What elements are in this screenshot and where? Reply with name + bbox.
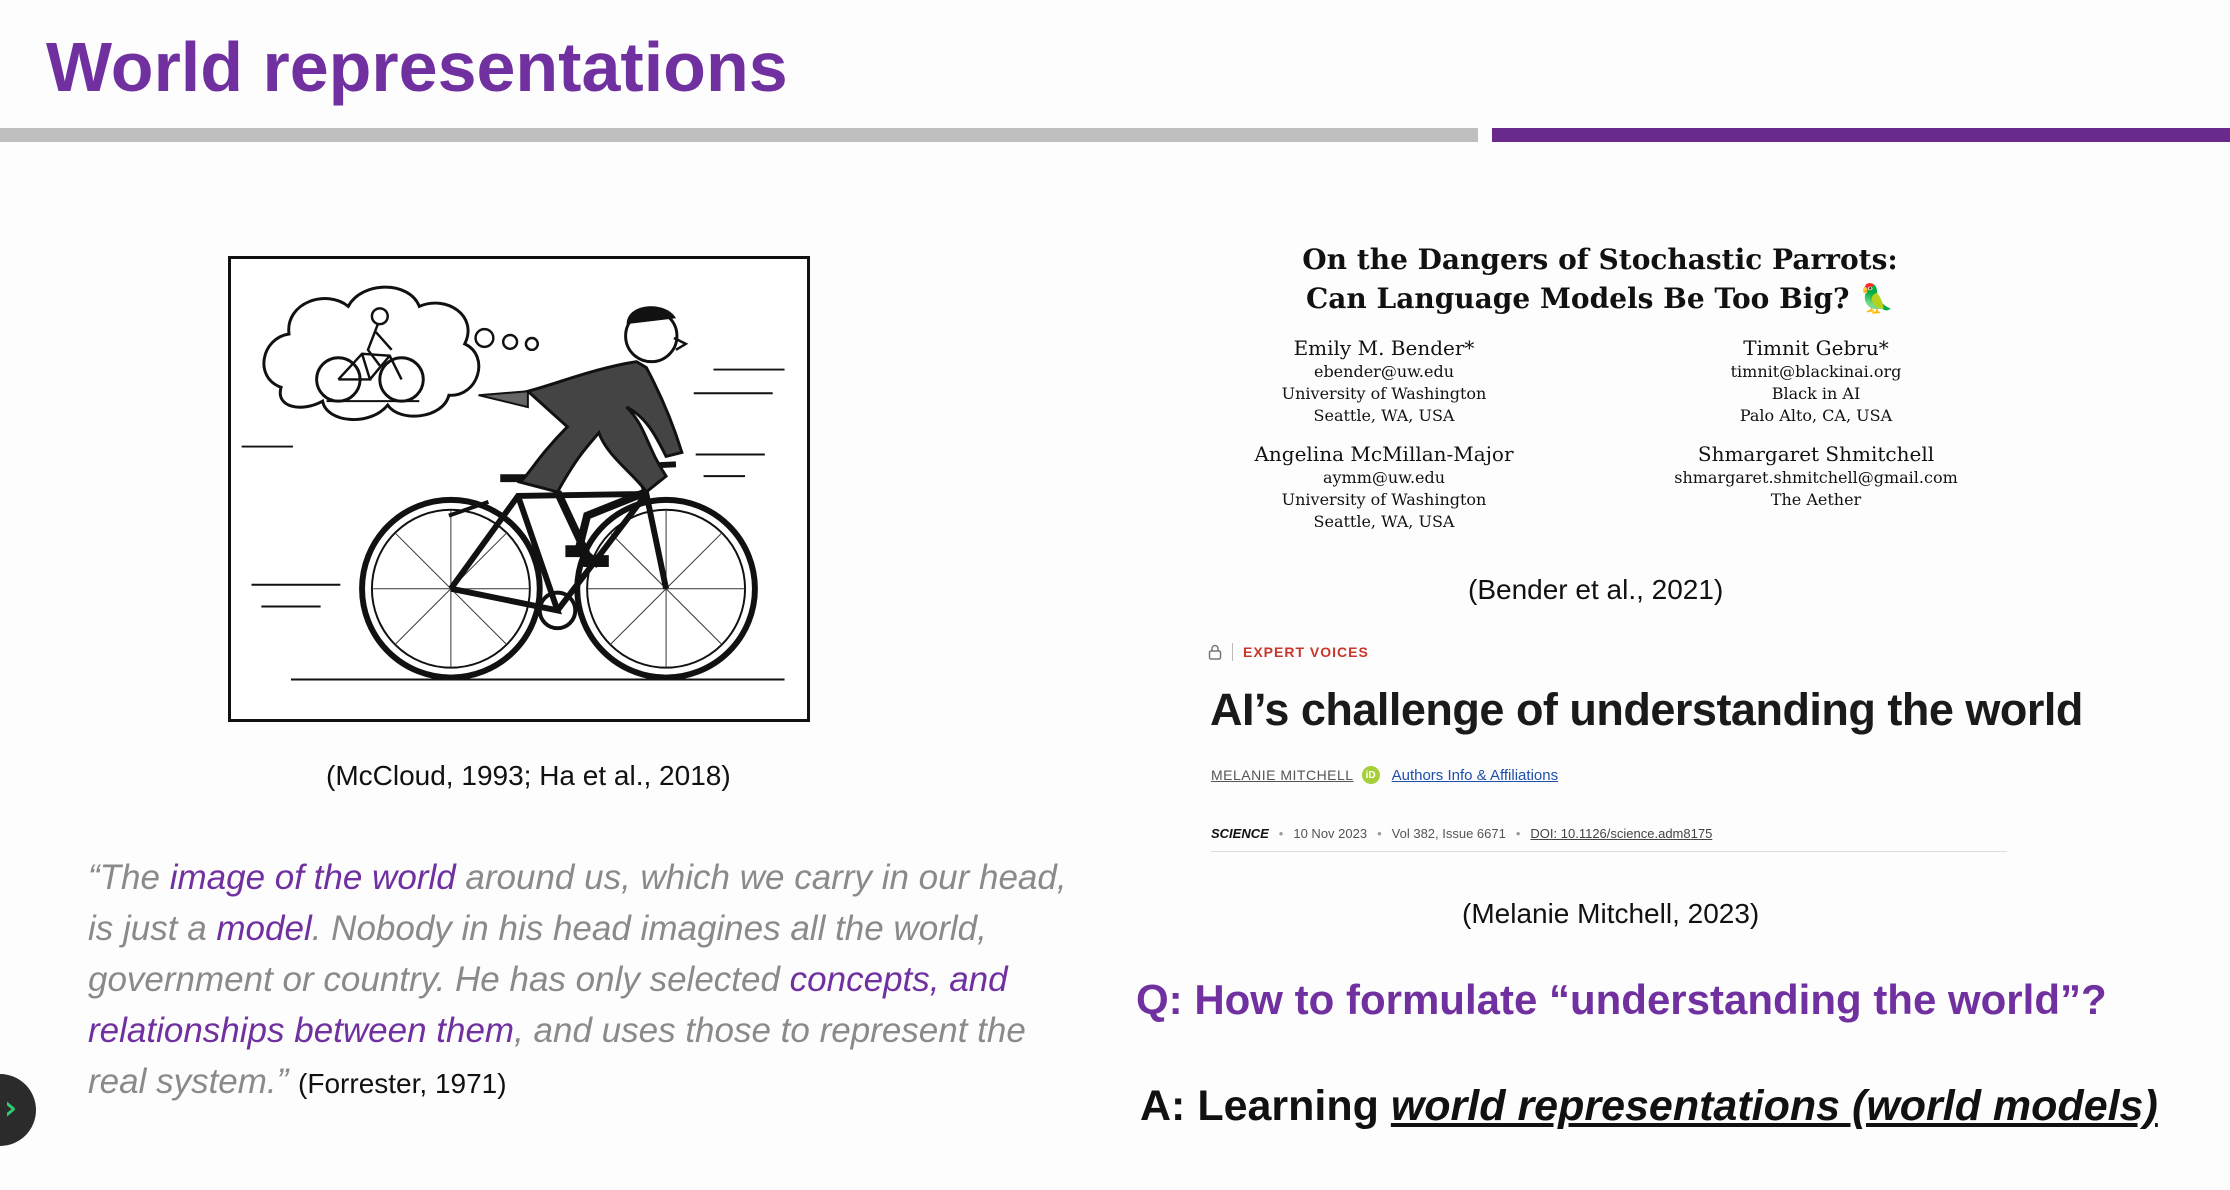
quote-text-4: , and uses those to represent the real s… (88, 1011, 1026, 1101)
quote-text-3: . Nobody in his head imagines all the wo… (88, 909, 987, 999)
slide-title: World representations (46, 28, 788, 106)
paper1-title-line2: Can Language Models Be Too Big? 🦜 (1306, 282, 1894, 315)
paper1-author-block: Timnit Gebru* timnit@blackinai.org Black… (1646, 336, 1986, 427)
author-affiliation: The Aether (1770, 490, 1862, 509)
volume-issue: Vol 382, Issue 6671 (1391, 826, 1506, 841)
author-affiliation: Black in AI (1771, 384, 1861, 403)
orcid-icon[interactable]: iD (1361, 766, 1380, 784)
author-location: Seattle, WA, USA (1313, 406, 1455, 425)
section-label-row: EXPERT VOICES (1208, 640, 1369, 664)
chevron-right-icon: › (0, 1088, 21, 1128)
title-divider-gray (0, 128, 1478, 142)
question-text: Q: How to formulate “understanding the w… (1136, 976, 2107, 1023)
author-affiliation: University of Washington (1281, 384, 1487, 403)
answer-emphasis: world representations (world models) (1390, 1082, 2158, 1130)
author-location: Seattle, WA, USA (1313, 512, 1455, 531)
paper1-title-line1: On the Dangers of Stochastic Parrots: (1302, 243, 1898, 276)
science-article-header: EXPERT VOICES AI’s challenge of understa… (1208, 636, 2083, 856)
paper1-author-block: Emily M. Bender* ebender@uw.edu Universi… (1214, 336, 1554, 427)
meta-separator: • (1377, 826, 1382, 841)
answer-text: A: Learning world representations (world… (1140, 1082, 2158, 1131)
author-email: ebender@uw.edu (1313, 362, 1455, 381)
section-label[interactable]: EXPERT VOICES (1243, 644, 1369, 660)
paper1-title: On the Dangers of Stochastic Parrots: Ca… (1190, 240, 2010, 318)
article-metadata-row: SCIENCE • 10 Nov 2023 • Vol 382, Issue 6… (1211, 826, 2007, 852)
quote-highlight-image-of-world: image of the world (169, 858, 456, 897)
lock-icon (1208, 644, 1222, 660)
meta-separator: • (1515, 826, 1521, 841)
author-location: Palo Alto, CA, USA (1739, 406, 1893, 425)
author-name: Emily M. Bender* (1293, 336, 1475, 360)
paper1-author-block: Shmargaret Shmitchell shmargaret.shmitch… (1646, 442, 1986, 511)
quote-text-open: “The (88, 858, 170, 897)
author-name: Angelina McMillan-Major (1254, 442, 1514, 466)
launcher-button[interactable]: › (0, 1074, 36, 1146)
quote-text-2: around us, which we carry in our head, i… (88, 858, 1067, 948)
publication-date: 10 Nov 2023 (1293, 826, 1368, 841)
stochastic-parrots-paper-header: On the Dangers of Stochastic Parrots: Ca… (1190, 240, 2010, 540)
author-email: shmargaret.shmitchell@gmail.com (1674, 468, 1958, 487)
author-affiliation: University of Washington (1281, 490, 1487, 509)
doi-link[interactable]: DOI: 10.1126/science.adm8175 (1530, 826, 1713, 841)
author-email: timnit@blackinai.org (1730, 362, 1902, 381)
quote-citation: (Forrester, 1971) (298, 1068, 507, 1099)
article-author-row: MELANIE MITCHELL iD Authors Info & Affil… (1211, 766, 1558, 784)
quote-highlight-concepts: concepts, and relationships between them (88, 960, 1008, 1050)
authors-info-link[interactable]: Authors Info & Affiliations (1391, 766, 1559, 784)
author-name: Shmargaret Shmitchell (1697, 442, 1935, 466)
author-link[interactable]: MELANIE MITCHELL (1211, 767, 1354, 783)
meta-separator: • (1278, 826, 1284, 841)
cyclist-comic-illustration (228, 256, 810, 722)
article-headline: AI’s challenge of understanding the worl… (1210, 684, 2083, 735)
author-name: Timnit Gebru* (1743, 336, 1889, 360)
paper1-caption: (Bender et al., 2021) (1468, 574, 1724, 605)
comic-caption: (McCloud, 1993; Ha et al., 2018) (326, 760, 731, 791)
section-divider (1232, 643, 1233, 661)
journal-name: SCIENCE (1211, 826, 1269, 841)
answer-prefix: A: Learning (1140, 1082, 1391, 1130)
author-email: aymm@uw.edu (1322, 468, 1446, 487)
quote-highlight-model: model (216, 909, 312, 948)
paper1-author-block: Angelina McMillan-Major aymm@uw.edu Univ… (1214, 442, 1554, 533)
title-divider-purple (1492, 128, 2230, 142)
forrester-quote: “The image of the world around us, which… (88, 852, 1078, 1109)
paper2-caption: (Melanie Mitchell, 2023) (1462, 898, 1760, 929)
